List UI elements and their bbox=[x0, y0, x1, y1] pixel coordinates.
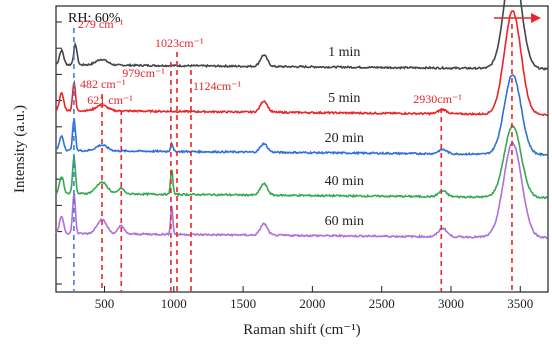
series-line-4 bbox=[55, 140, 549, 240]
x-tick-label: 3000 bbox=[438, 296, 464, 311]
humidity-label: RH: 60% bbox=[68, 11, 121, 26]
x-tick-label: 1500 bbox=[230, 296, 256, 311]
shift-arrow-head bbox=[531, 13, 542, 23]
annotation-label-3: 979cm⁻¹ bbox=[122, 66, 165, 80]
annotation-layer: 279 cm⁻¹ 482 cm⁻¹ 621 cm⁻¹ 979cm⁻¹ 1023cm⁻¹ 1… bbox=[73, 13, 542, 292]
series-label-3: 40 min bbox=[325, 174, 364, 189]
annotation-label-5: 1124cm⁻¹ bbox=[193, 79, 242, 93]
series-line-2 bbox=[55, 74, 548, 157]
series-line-1 bbox=[55, 10, 548, 117]
annotation-label-1: 482 cm⁻¹ bbox=[80, 77, 126, 91]
series-label-1: 5 min bbox=[328, 91, 360, 106]
series-line-3 bbox=[55, 123, 548, 200]
annotation-label-4: 1023cm⁻¹ bbox=[155, 36, 204, 50]
series-line-0 bbox=[55, 0, 548, 71]
y-axis-label: Intensity (a.u.) bbox=[12, 105, 28, 193]
series-label-4: 60 min bbox=[325, 214, 364, 229]
series-label-2: 20 min bbox=[325, 131, 364, 146]
x-tick-label: 2000 bbox=[299, 296, 325, 311]
plot-frame bbox=[55, 5, 549, 293]
annotation-label-0: 279 cm⁻¹ bbox=[78, 17, 124, 31]
series-layer: 1 min 5 min 20 min 40 min 60 min bbox=[55, 0, 549, 240]
x-tick-label: 3500 bbox=[507, 296, 533, 311]
annotation-label-2: 621 cm⁻¹ bbox=[87, 93, 133, 107]
annotation-label-6: 2930cm⁻¹ bbox=[413, 92, 462, 106]
x-axis-label: Raman shift (cm⁻¹) bbox=[243, 322, 360, 338]
x-tick-label: 1000 bbox=[161, 296, 187, 311]
x-tick-label: 2500 bbox=[369, 296, 395, 311]
x-tick-label: 500 bbox=[95, 296, 115, 311]
axes: 500 1000 1500 2000 2500 3000 3500 Raman shift (… bbox=[12, 5, 549, 338]
series-label-0: 1 min bbox=[328, 45, 360, 60]
